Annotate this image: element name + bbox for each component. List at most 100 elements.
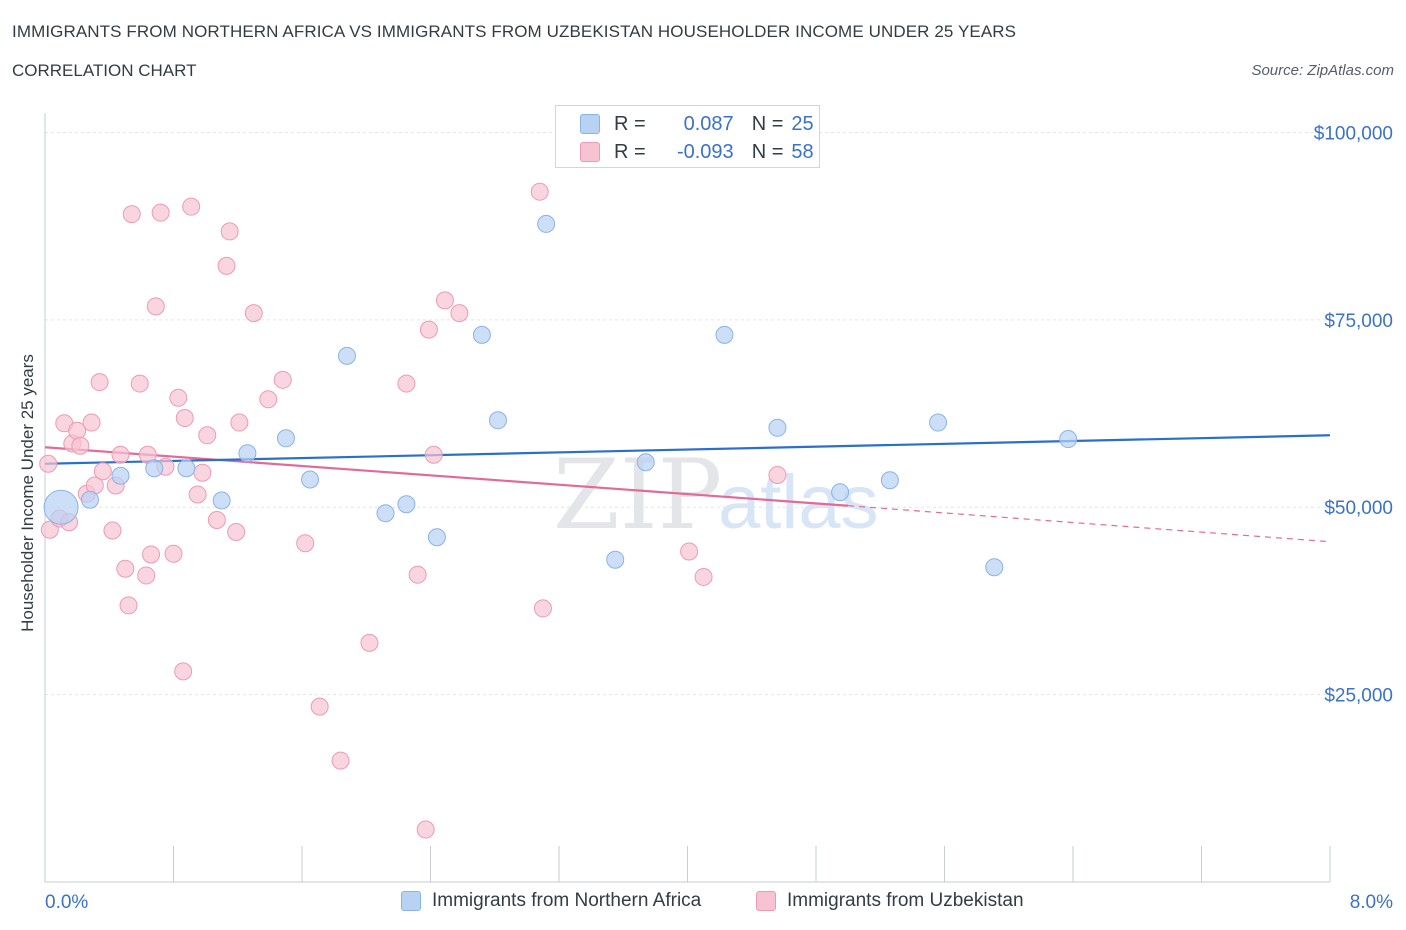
data-point-uzbekistan <box>130 374 149 393</box>
data-point-northern-africa <box>985 558 1004 577</box>
data-point-northern-africa <box>715 325 734 344</box>
n-value: 25 <box>791 112 814 135</box>
data-point-northern-africa <box>337 346 356 365</box>
data-point-uzbekistan <box>93 462 112 481</box>
data-point-northern-africa <box>43 489 79 525</box>
data-point-uzbekistan <box>259 390 278 409</box>
data-point-uzbekistan <box>116 559 135 578</box>
data-point-uzbekistan <box>360 633 379 652</box>
data-point-uzbekistan <box>694 567 713 586</box>
data-point-uzbekistan <box>137 566 156 585</box>
data-point-uzbekistan <box>142 545 161 564</box>
data-point-northern-africa <box>177 459 196 478</box>
data-point-uzbekistan <box>220 222 239 241</box>
y-axis-label: Householder Income Under 25 years <box>18 354 37 632</box>
data-point-northern-africa <box>212 491 231 510</box>
n-label: N = <box>751 140 784 163</box>
r-label: R = <box>614 112 646 135</box>
data-point-northern-africa <box>537 214 556 233</box>
stats-legend-row-uzbekistan: R = -0.093 N = 58 <box>580 140 814 164</box>
y-tick-label: $50,000 <box>1324 498 1393 519</box>
points-northern-africa <box>43 214 1078 577</box>
data-point-northern-africa <box>145 459 164 478</box>
trend-lines <box>44 434 1331 543</box>
data-point-uzbekistan <box>122 205 141 224</box>
data-point-northern-africa <box>488 411 507 430</box>
data-point-uzbekistan <box>450 304 469 323</box>
data-point-uzbekistan <box>146 297 165 316</box>
chart-title: IMMIGRANTS FROM NORTHERN AFRICA VS IMMIG… <box>12 22 1017 41</box>
watermark: ZIP atlas <box>553 439 879 551</box>
stats-legend: R = 0.087 N = 25 R = -0.093 N = 58 <box>555 105 820 168</box>
data-point-northern-africa <box>238 444 257 463</box>
data-point-uzbekistan <box>39 454 58 473</box>
data-point-northern-africa <box>111 466 130 485</box>
data-point-uzbekistan <box>111 445 130 464</box>
y-tick-label: $100,000 <box>1314 123 1393 144</box>
data-point-northern-africa <box>831 483 850 502</box>
legend-item-northern-africa: Immigrants from Northern Africa <box>401 890 701 912</box>
data-point-northern-africa <box>606 550 625 569</box>
legend-label: Immigrants from Uzbekistan <box>787 890 1024 911</box>
data-point-uzbekistan <box>416 820 435 839</box>
data-point-uzbekistan <box>151 203 170 222</box>
data-point-uzbekistan <box>310 697 329 716</box>
data-point-uzbekistan <box>169 388 188 407</box>
data-point-northern-africa <box>1059 430 1078 449</box>
data-point-uzbekistan <box>419 320 438 339</box>
legend-item-uzbekistan: Immigrants from Uzbekistan <box>756 890 1024 912</box>
data-point-northern-africa <box>636 453 655 472</box>
points-uzbekistan <box>39 182 787 839</box>
n-label: N = <box>751 112 784 135</box>
data-point-northern-africa <box>472 325 491 344</box>
data-point-uzbekistan <box>397 374 416 393</box>
stats-legend-row-northern-africa: R = 0.087 N = 25 <box>580 112 814 136</box>
legend-label: Immigrants from Northern Africa <box>432 890 702 911</box>
trend-line-uzbekistan <box>44 446 849 507</box>
x-tick-label-min: 0.0% <box>45 892 88 913</box>
x-tick-label-max: 8.0% <box>1350 892 1393 913</box>
x-tick-labels: 0.0% 8.0% <box>45 892 1393 913</box>
data-point-uzbekistan <box>244 304 263 323</box>
data-point-uzbekistan <box>680 542 699 561</box>
data-point-uzbekistan <box>296 534 315 553</box>
data-point-uzbekistan <box>174 662 193 681</box>
data-point-uzbekistan <box>435 291 454 310</box>
data-point-uzbekistan <box>82 413 101 432</box>
data-point-uzbekistan <box>273 370 292 389</box>
data-point-uzbekistan <box>198 426 217 445</box>
data-point-northern-africa <box>397 495 416 514</box>
pink-swatch <box>580 142 600 162</box>
y-tick-labels: $25,000 $50,000 $75,000 $100,000 <box>1314 123 1393 706</box>
data-point-uzbekistan <box>331 751 350 770</box>
data-point-uzbekistan <box>103 521 122 540</box>
source-note: Source: ZipAtlas.com <box>1251 62 1394 79</box>
pink-swatch <box>756 891 776 911</box>
trend-line-uzbekistan-extension <box>848 505 1331 543</box>
data-point-uzbekistan <box>182 197 201 216</box>
data-point-uzbekistan <box>230 413 249 432</box>
data-point-uzbekistan <box>207 510 226 529</box>
data-point-northern-africa <box>80 490 99 509</box>
data-point-northern-africa <box>301 470 320 489</box>
data-point-uzbekistan <box>119 596 138 615</box>
blue-swatch <box>580 114 600 134</box>
r-label: R = <box>614 140 646 163</box>
y-tick-label: $25,000 <box>1324 686 1393 707</box>
data-point-northern-africa <box>880 471 899 490</box>
chart-subtitle: CORRELATION CHART <box>12 61 197 80</box>
n-value: 58 <box>791 140 814 163</box>
gridlines <box>45 131 1330 696</box>
data-point-uzbekistan <box>71 436 90 455</box>
data-point-uzbekistan <box>193 463 212 482</box>
data-point-northern-africa <box>376 504 395 523</box>
series-legend: Immigrants from Northern Africa Immigran… <box>0 890 1406 916</box>
data-point-uzbekistan <box>227 522 246 541</box>
y-tick-label: $75,000 <box>1324 311 1393 332</box>
data-point-uzbekistan <box>530 182 549 201</box>
data-point-uzbekistan <box>408 565 427 584</box>
data-point-uzbekistan <box>217 256 236 275</box>
blue-swatch <box>401 891 421 911</box>
r-value: 0.087 <box>683 112 734 135</box>
